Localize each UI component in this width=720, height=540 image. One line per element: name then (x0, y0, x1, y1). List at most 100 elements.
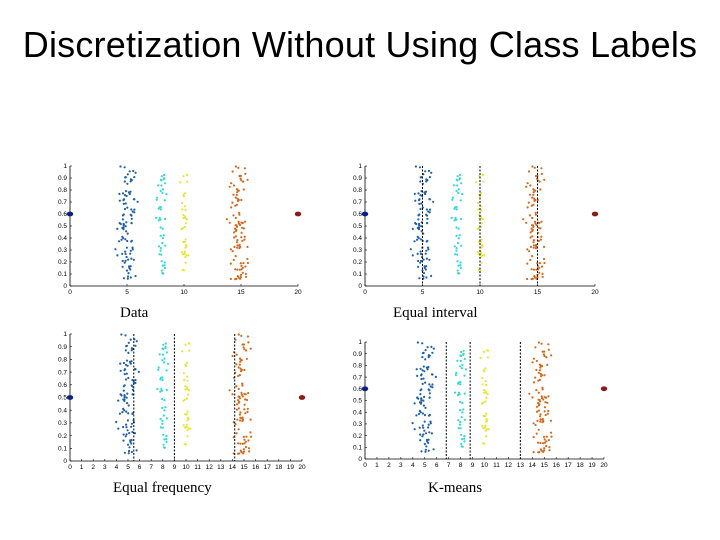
data-point-orange (536, 276, 539, 279)
data-point-blue (126, 173, 129, 176)
data-point-blue (129, 249, 132, 252)
data-point-cyan (165, 440, 168, 443)
data-point-blue (420, 374, 423, 377)
data-point-yellow (479, 356, 482, 360)
data-point-blue (132, 258, 135, 261)
data-point-orange (238, 268, 241, 271)
data-point-yellow (484, 429, 487, 432)
y-tick-label: 0.3 (353, 247, 362, 254)
data-point-blue (422, 404, 425, 407)
data-point-orange (232, 193, 235, 196)
data-point-orange (534, 376, 537, 379)
chart-data: 0 0.1 0.2 0.3 0.4 0.5 0.6 0.7 0.8 0.9 1 0 5 10 15 20 (50, 158, 310, 298)
data-point-blue (118, 199, 121, 202)
data-point-blue (116, 227, 119, 230)
data-point-cyan (161, 188, 164, 191)
data-point-orange (526, 262, 529, 265)
data-point-cyan (454, 253, 457, 256)
data-point-blue (424, 170, 427, 173)
data-point-cyan (456, 359, 459, 362)
data-point-cyan (456, 184, 459, 187)
data-point-orange (540, 172, 543, 175)
data-point-orange (531, 255, 534, 258)
data-point-blue (416, 374, 419, 377)
data-point-orange (543, 406, 546, 409)
data-point-yellow (186, 410, 189, 413)
data-point-orange (244, 393, 247, 396)
chart-equal-interval-svg: 00.10.20.30.40.50.60.70.80.910 5 10 15 20 (353, 163, 599, 296)
data-point-blue (119, 222, 122, 226)
data-point-blue (123, 395, 126, 398)
data-point-orange (531, 216, 534, 220)
data-point-blue (411, 422, 414, 425)
data-point-cyan (452, 184, 455, 187)
data-point-yellow (480, 217, 483, 220)
data-point-orange (239, 442, 242, 445)
data-point-yellow (184, 217, 187, 220)
data-point-orange (243, 403, 246, 406)
x-tick-label: 2 (387, 462, 391, 469)
data-point-blue (422, 426, 425, 429)
data-point-orange (237, 374, 240, 378)
data-point-yellow (187, 389, 191, 392)
data-point-blue (136, 200, 139, 203)
data-point-blue (128, 170, 131, 173)
data-point-blue (125, 359, 129, 362)
data-point-blue (422, 272, 426, 275)
data-point-blue (130, 179, 133, 182)
data-point-blue (421, 382, 424, 385)
data-point-cyan (460, 445, 463, 448)
data-point-yellow (481, 424, 484, 428)
y-tick-label: 0.3 (58, 420, 67, 427)
data-point-orange (548, 446, 551, 449)
data-point-blue (418, 202, 421, 205)
data-point-blue (121, 265, 124, 268)
data-point-cyan (157, 245, 161, 248)
data-point-blue (430, 345, 433, 348)
data-point-orange (545, 356, 548, 359)
data-point-blue (430, 432, 433, 435)
data-point-orange (539, 413, 542, 416)
data-point-blue (420, 259, 423, 262)
data-point-orange (536, 419, 539, 422)
data-point-blue (124, 259, 127, 262)
data-point-cyan (451, 198, 454, 201)
y-tick-label: 0.1 (58, 446, 67, 453)
chart-k-means-svg: 00.10.20.30.40.50.60.70.80.910 1 2 3 4 5 6 7 8 9 1… (353, 339, 608, 469)
data-point-blue (133, 211, 136, 214)
data-point-blue (420, 450, 423, 453)
y-tick-label: 0.1 (353, 271, 362, 278)
data-point-blue (419, 180, 422, 183)
data-point-blue (122, 361, 125, 365)
data-point-orange (539, 227, 542, 230)
data-point-orange (542, 450, 545, 453)
data-point-cyan (160, 387, 163, 391)
data-point-blue (421, 269, 424, 272)
data-point-cyan (458, 393, 461, 396)
data-point-blue (424, 381, 427, 384)
data-point-yellow (480, 246, 483, 249)
data-point-yellow (486, 392, 489, 396)
data-point-blue (420, 202, 423, 205)
data-point-cyan (455, 247, 458, 250)
data-point-blue (124, 202, 127, 205)
data-point-orange (528, 392, 531, 395)
data-point-orange (526, 182, 529, 185)
data-point-orange (244, 172, 247, 175)
data-point-yellow (481, 377, 484, 380)
data-point-orange (240, 268, 243, 271)
data-point-yellow (182, 214, 185, 217)
data-point-blue (425, 445, 428, 448)
data-point-orange (239, 449, 242, 452)
data-point-blue (423, 420, 426, 423)
data-point-blue (413, 240, 416, 243)
data-point-orange (239, 245, 242, 249)
data-point-cyan (460, 244, 463, 247)
data-point-blue (126, 419, 129, 422)
data-point-blue (428, 176, 431, 179)
data-point-cyan (165, 369, 168, 372)
data-point-blue (424, 450, 427, 453)
data-point-blue (121, 252, 124, 255)
data-point-orange (243, 167, 246, 170)
data-point-yellow (485, 396, 488, 399)
